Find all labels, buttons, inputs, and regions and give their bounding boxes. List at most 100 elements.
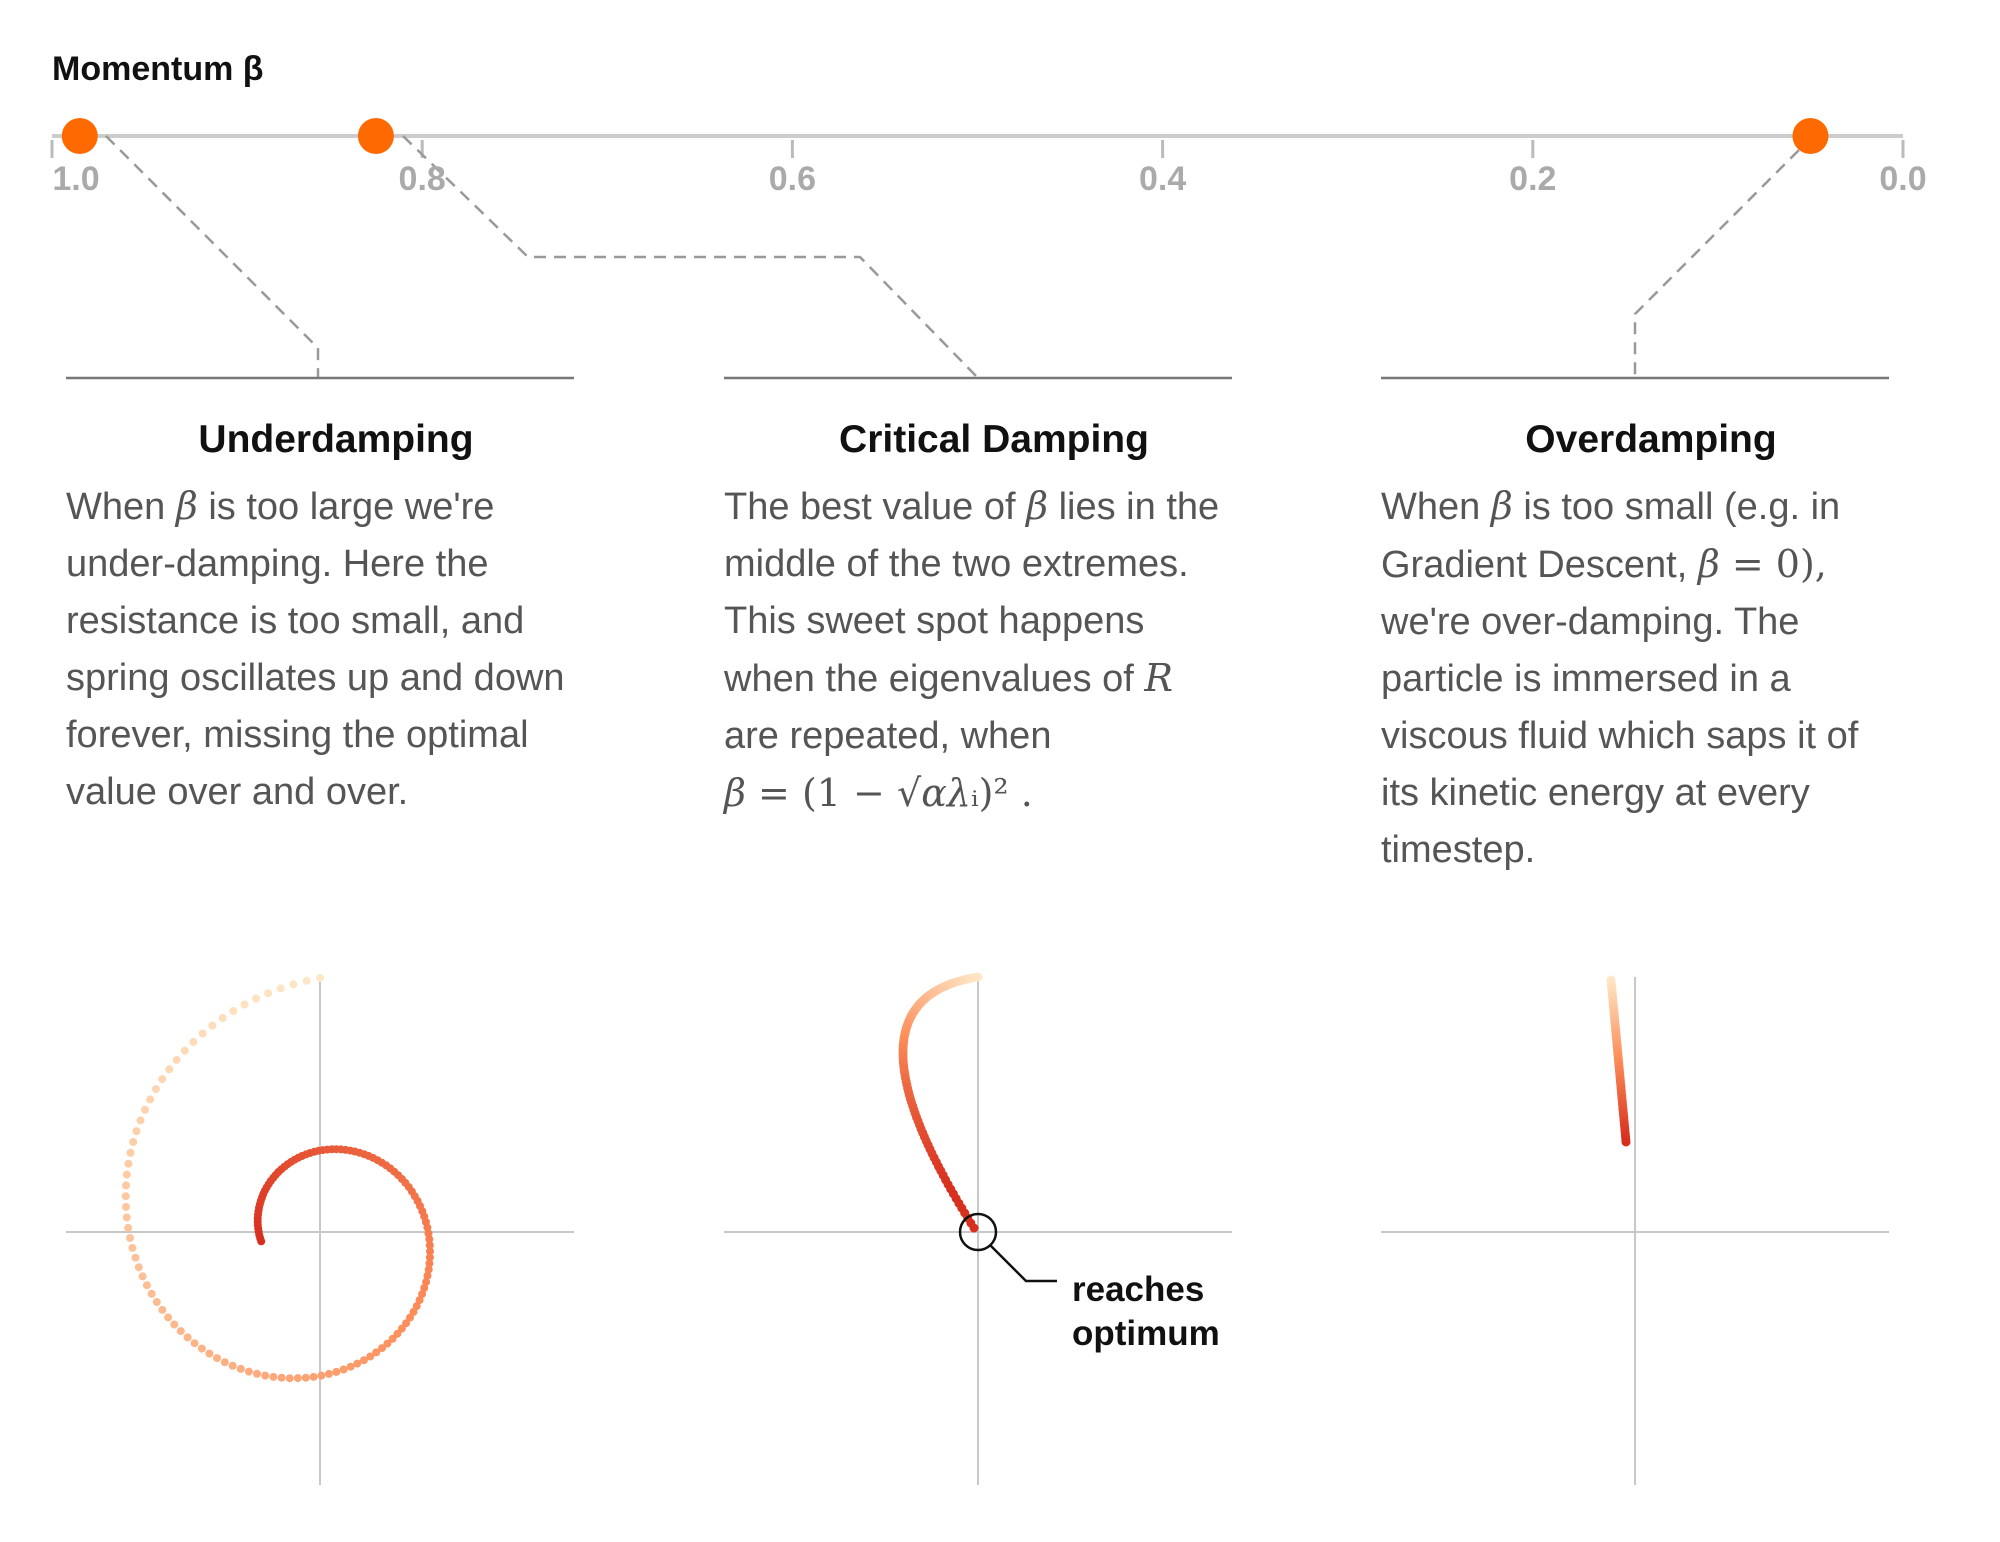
- trajectory-point: [378, 1344, 386, 1353]
- trajectory-point: [253, 1369, 261, 1378]
- trajectory-point: [122, 1213, 131, 1222]
- trajectory-point: [261, 1371, 270, 1380]
- trajectory-point: [138, 1272, 147, 1281]
- text-line: spring oscillates up and down: [66, 650, 606, 707]
- text-run: When: [66, 486, 176, 528]
- trajectory-point: [121, 1192, 130, 1201]
- math-symbol: R: [1144, 656, 1174, 700]
- trajectory-point: [205, 1349, 214, 1358]
- text-line: when the eigenvalues of R: [724, 650, 1264, 708]
- text-line: β = (1 − √αλᵢ)² .: [724, 765, 1264, 823]
- text-run: value over and over.: [66, 771, 409, 813]
- text-line: value over and over.: [66, 764, 606, 821]
- trajectory-point: [257, 1237, 266, 1246]
- trajectory-point: [420, 1284, 429, 1292]
- trajectory-point: [124, 1223, 133, 1232]
- annotation-line-1: reaches: [1072, 1270, 1205, 1309]
- trajectory-point: [180, 1046, 189, 1055]
- trajectory-point: [158, 1305, 167, 1314]
- trajectory-point: [346, 1362, 355, 1371]
- text-run: forever, missing the optimal: [66, 714, 529, 756]
- trajectory-point: [388, 1334, 397, 1343]
- trajectory-point: [165, 1065, 174, 1074]
- math-expression: ᵢ)² .: [970, 771, 1033, 815]
- trajectory-point: [425, 1253, 434, 1262]
- trajectory-point: [152, 1298, 161, 1306]
- trajectory-point: [136, 1116, 145, 1125]
- trajectory-critical: [898, 972, 983, 1233]
- plot-axes-critical: [724, 977, 1232, 1485]
- trajectory-point: [240, 1000, 249, 1009]
- text-run: are repeated, when: [724, 715, 1052, 757]
- plot-axes-overdamping: [1381, 977, 1889, 1485]
- trajectory-point: [412, 1302, 421, 1311]
- trajectory-point: [397, 1324, 406, 1333]
- trajectory-point: [228, 1361, 237, 1370]
- trajectory-point: [383, 1339, 392, 1348]
- optimum-circle: [958, 1212, 998, 1252]
- trajectory-point: [146, 1095, 155, 1104]
- math-symbol: β: [1490, 484, 1513, 528]
- trajectory-point: [129, 1138, 138, 1146]
- trajectory-point: [276, 984, 285, 993]
- trajectory-point: [353, 1359, 362, 1368]
- trajectory-point: [366, 1352, 375, 1361]
- trajectory-point: [293, 1374, 302, 1383]
- text-run: resistance is too small, and: [66, 600, 525, 642]
- text-run: we're over-damping. The: [1381, 601, 1800, 643]
- trajectory-point: [252, 994, 261, 1003]
- column-title: Underdamping: [198, 418, 474, 461]
- trajectory-point: [236, 1364, 245, 1373]
- text-run: viscous fluid which saps it of: [1381, 715, 1859, 757]
- column-underdamping: Underdamping When β is too large we're un…: [66, 410, 606, 821]
- text-run: its kinetic energy at every: [1381, 772, 1810, 814]
- column-text: The best value of β lies in the middle of…: [724, 478, 1264, 823]
- trajectory-point: [301, 1373, 310, 1382]
- text-run: timestep.: [1381, 829, 1536, 871]
- trajectory-point: [176, 1327, 185, 1336]
- trajectory-point: [208, 1021, 217, 1030]
- slider-handles[interactable]: [61, 118, 1829, 154]
- column-title: Critical Damping: [839, 418, 1149, 461]
- trajectory-point: [309, 1372, 318, 1381]
- slider-ticks: [50, 140, 1905, 158]
- trajectory-overdamping: [1606, 975, 1631, 1147]
- trajectory-point: [170, 1320, 179, 1329]
- slider-tick-label: 0.8: [398, 160, 446, 198]
- slider-handle[interactable]: [357, 118, 394, 154]
- text-line: middle of the two extremes.: [724, 536, 1264, 593]
- trajectory-point: [317, 1371, 326, 1380]
- trajectory-point: [189, 1037, 198, 1046]
- trajectory-point: [415, 1296, 424, 1305]
- trajectory-point: [122, 1170, 131, 1179]
- trajectory-point: [218, 1014, 227, 1022]
- trajectory-point: [424, 1265, 433, 1274]
- slider-handle[interactable]: [1792, 118, 1829, 154]
- slider-tick-label: 0.2: [1509, 160, 1557, 198]
- text-line: forever, missing the optimal: [66, 707, 606, 764]
- text-line: resistance is too small, and: [66, 593, 606, 650]
- column-text: When β is too small (e.g. in Gradient Des…: [1381, 478, 1921, 879]
- trajectory-point: [142, 1281, 151, 1290]
- trajectory-point: [426, 1247, 434, 1256]
- text-run: Gradient Descent,: [1381, 544, 1698, 586]
- trajectory-point: [151, 1085, 160, 1094]
- trajectory-point: [213, 1354, 221, 1363]
- trajectory-point: [359, 1356, 368, 1365]
- plot-axes-underdamping: [66, 977, 574, 1485]
- text-line: timestep.: [1381, 822, 1921, 879]
- trajectory-point: [425, 1241, 434, 1250]
- math-symbol: β: [724, 771, 746, 815]
- text-run: when the eigenvalues of: [724, 658, 1145, 700]
- text-run: The best value of: [724, 486, 1027, 528]
- slider-handle[interactable]: [61, 118, 98, 154]
- text-line: This sweet spot happens: [724, 593, 1264, 650]
- trajectory-point: [124, 1159, 133, 1168]
- text-line: When β is too large we're: [66, 478, 606, 536]
- text-line: under-damping. Here the: [66, 536, 606, 593]
- trajectory-underdamping: [121, 974, 434, 1383]
- math-symbol: αλ: [921, 771, 971, 815]
- text-line: When β is too small (e.g. in: [1381, 478, 1921, 536]
